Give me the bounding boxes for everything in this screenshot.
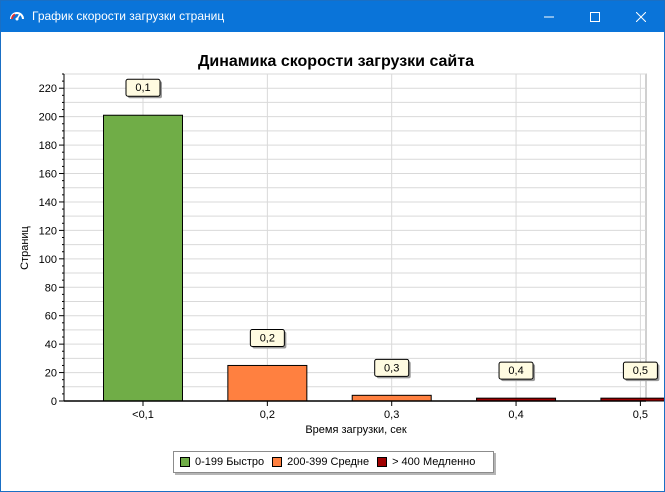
title-bar[interactable]: График скорости загрузки страниц (1, 1, 664, 32)
y-tick-label: 220 (39, 83, 57, 95)
data-label: 0,5 (633, 365, 648, 377)
x-tick-label: 0,5 (633, 409, 648, 421)
data-label-box (125, 78, 161, 97)
x-tick-label: 0,2 (260, 409, 275, 421)
gauge-icon (10, 12, 24, 21)
y-tick-label: 0 (51, 396, 57, 408)
y-axis-label: Страниц (19, 225, 31, 269)
legend: 0-199 Быстро 200-399 Средне > 400 Медленно (173, 451, 494, 473)
chart-area: Динамика скорости загрузки сайта Страниц… (1, 32, 664, 491)
data-label: 0,2 (260, 332, 275, 344)
legend-label: 0-199 Быстро (195, 456, 265, 468)
legend-item: 200-399 Средне (272, 456, 369, 468)
x-tick-label: <0,1 (132, 409, 154, 421)
bar-1 (103, 114, 183, 402)
y-tick-label: 120 (39, 225, 57, 237)
y-tick-label: 200 (39, 112, 57, 124)
y-tick-label: 160 (39, 169, 57, 181)
minimize-button[interactable] (526, 1, 572, 32)
maximize-icon (590, 11, 600, 22)
window-title: График скорости загрузки страниц (32, 9, 225, 23)
data-label-box (498, 361, 534, 380)
y-tick-label: 60 (45, 311, 57, 323)
y-tick-label: 40 (45, 339, 57, 351)
y-tick-label: 180 (39, 140, 57, 152)
legend-item: 0-199 Быстро (180, 456, 264, 468)
data-labels: 0,1 0,2 0,3 0,4 0,5 (125, 78, 660, 382)
legend-swatch (377, 457, 388, 467)
y-tick-label: 140 (39, 197, 57, 209)
y-tick-label: 80 (45, 282, 57, 294)
x-tick-label: 0,4 (508, 409, 523, 421)
legend-label: 200-399 Средне (287, 456, 370, 468)
minimize-icon (544, 16, 554, 17)
close-button[interactable] (618, 1, 664, 32)
bar-2 (227, 364, 308, 402)
legend-label: > 400 Медленно (392, 456, 476, 468)
bar-chart: Динамика скорости загрузки сайта Страниц… (19, 53, 664, 436)
legend-item: > 400 Медленно (377, 456, 475, 468)
y-tick-label: 100 (39, 254, 57, 266)
data-label: 0,3 (384, 362, 399, 374)
close-icon (636, 11, 646, 22)
maximize-button[interactable] (572, 1, 618, 32)
x-axis-label: Время загрузки, сек (305, 424, 407, 436)
x-tick-label: 0,3 (384, 409, 399, 421)
chart-title: Динамика скорости загрузки сайта (198, 53, 474, 70)
bar-3 (351, 394, 432, 402)
data-label: 0,4 (508, 365, 523, 377)
legend-swatch (272, 457, 283, 467)
y-tick-label: 20 (45, 368, 57, 380)
data-label-box (622, 361, 658, 380)
data-label-box (374, 358, 410, 377)
axes: 0 20 40 60 80 100 120 140 160 180 200 220 <0,1 0,2 0,3… (39, 73, 648, 421)
bars (103, 114, 664, 402)
data-label: 0,1 (135, 82, 150, 94)
legend-swatch (180, 457, 190, 467)
data-label-box (249, 328, 285, 347)
